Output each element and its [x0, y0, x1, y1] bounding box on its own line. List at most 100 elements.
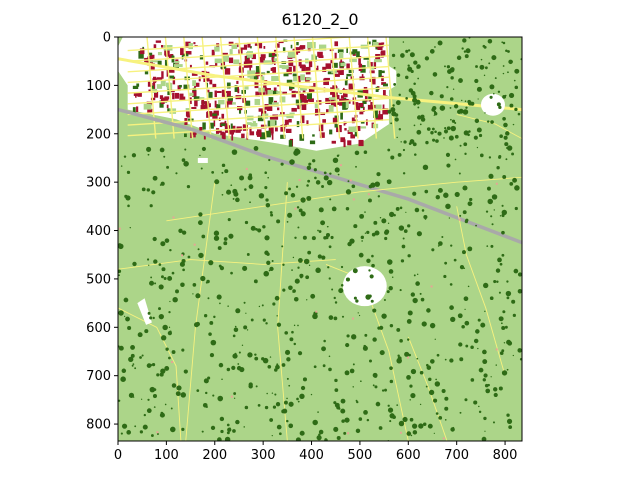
building [354, 102, 359, 108]
building [189, 97, 192, 105]
urban-grass [218, 99, 225, 105]
tree [311, 236, 316, 241]
tree [205, 391, 208, 395]
tree [458, 78, 463, 83]
urban-grass [373, 42, 379, 46]
tree [358, 252, 364, 258]
building [373, 110, 378, 118]
building [226, 90, 231, 98]
tree [387, 404, 390, 407]
building [226, 82, 231, 89]
tree [264, 250, 269, 255]
urban-grass [289, 112, 295, 116]
tree [386, 259, 393, 265]
tree [434, 338, 436, 340]
building [367, 41, 371, 45]
tree [235, 419, 240, 425]
tree [465, 344, 469, 348]
tree [446, 86, 449, 89]
tree [511, 152, 515, 156]
tree [392, 104, 395, 107]
tree [227, 218, 231, 222]
tree [317, 411, 319, 413]
building [183, 84, 190, 90]
shrub [347, 432, 350, 435]
tree [132, 396, 135, 398]
building [160, 45, 164, 48]
tree [282, 288, 286, 292]
tree [344, 370, 350, 376]
tree [500, 322, 503, 325]
building [270, 67, 274, 71]
tree [483, 373, 488, 378]
tree [220, 417, 224, 421]
tree [275, 402, 281, 407]
tree [436, 353, 440, 357]
tree [372, 308, 377, 313]
tree [164, 238, 170, 243]
tree [499, 351, 504, 355]
tree [192, 293, 194, 295]
tree [462, 210, 467, 215]
tree [142, 424, 148, 430]
tree [158, 284, 164, 290]
tree [321, 346, 326, 352]
tree [449, 283, 453, 286]
tree [334, 402, 340, 408]
building [332, 90, 338, 98]
building [339, 98, 345, 106]
tree [416, 65, 420, 69]
tree [250, 225, 256, 231]
tree [297, 400, 300, 403]
building [336, 94, 340, 100]
tree [381, 313, 387, 319]
tree [499, 134, 503, 139]
building [201, 99, 205, 107]
tree [183, 369, 188, 374]
building [298, 59, 302, 67]
tree [249, 201, 251, 204]
urban-grass [270, 119, 276, 127]
tree [151, 190, 156, 195]
tree [403, 140, 407, 144]
tree [408, 353, 411, 357]
urban-grass [276, 91, 282, 94]
tree [340, 265, 344, 269]
tree [506, 145, 513, 151]
building [207, 89, 210, 93]
tree [459, 265, 465, 270]
building [286, 79, 293, 85]
tree [244, 220, 249, 225]
tree [269, 418, 274, 422]
tree [450, 316, 456, 322]
building [342, 90, 348, 98]
tree [126, 170, 131, 175]
tree [150, 434, 154, 437]
urban-grass [311, 54, 316, 61]
building [217, 129, 222, 133]
tree [168, 356, 171, 360]
building [136, 83, 140, 87]
tree [464, 152, 467, 156]
tree [496, 280, 499, 283]
tree [302, 377, 307, 382]
tree [491, 55, 497, 61]
tree [347, 180, 350, 183]
tree [169, 248, 172, 252]
tree [228, 233, 234, 239]
urban-grass [281, 65, 289, 70]
tree [334, 301, 338, 304]
building [299, 134, 305, 141]
tree [125, 316, 130, 322]
tree [362, 345, 368, 351]
tree [449, 305, 454, 310]
tree [130, 344, 135, 350]
building [272, 90, 278, 96]
building [327, 71, 334, 75]
building [163, 98, 169, 102]
tree [467, 246, 473, 252]
tree [281, 409, 286, 414]
tree [498, 386, 503, 391]
tree [431, 127, 435, 131]
tree [413, 124, 416, 127]
